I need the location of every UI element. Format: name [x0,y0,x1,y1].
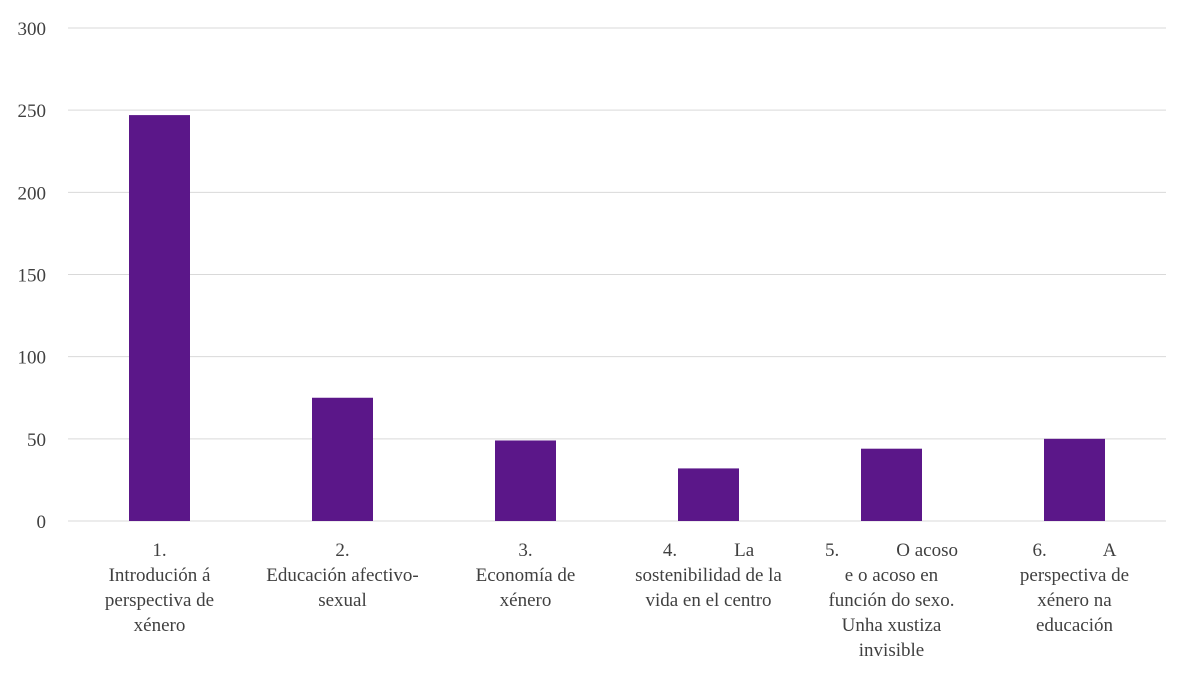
y-tick-label: 100 [18,348,47,369]
bar [495,440,556,521]
x-tick-label: 1. [152,540,166,561]
bar [678,468,739,521]
x-tick-label: Educación afectivo- [266,565,418,586]
x-tick-label: xénero na [1037,590,1112,611]
bar [1044,438,1105,521]
y-tick-label: 0 [37,512,47,533]
x-tick-label: perspectiva de [105,590,214,611]
x-tick-label: Introdución á [109,565,211,586]
bars [129,115,1105,521]
y-tick-label: 200 [18,183,47,204]
x-tick-label: sostenibilidad de la [635,565,782,586]
gridlines [68,27,1166,522]
y-tick-label: 50 [27,430,46,451]
x-tick-label: xénero [134,615,186,636]
x-tick-label: vida en el centro [645,590,771,611]
y-axis: 0 50 100 150 200 250 300 [18,19,47,533]
y-tick-label: 250 [18,101,47,122]
x-tick-label: 6. A [1033,540,1117,561]
bar [312,397,373,521]
x-tick-label: invisible [859,640,924,661]
x-tick-label: 4. La [663,540,755,561]
bar [861,448,922,521]
y-tick-label: 300 [18,19,47,40]
x-tick-label: xénero [500,590,552,611]
x-tick-label: perspectiva de [1020,565,1129,586]
x-tick-label: sexual [318,590,367,611]
bar [129,115,190,521]
x-axis: 1. Introdución á perspectiva de xénero 2. Edu… [105,540,1129,661]
y-tick-label: 150 [18,266,47,287]
x-tick-label: 2. [335,540,349,561]
x-tick-label: educación [1036,615,1114,636]
x-tick-label: e o acoso en [845,565,939,586]
x-tick-label: función do sexo. [828,590,954,611]
x-tick-label: Unha xustiza [842,615,942,636]
x-tick-label: 3. [518,540,532,561]
x-tick-label: Economía de [476,565,576,586]
x-tick-label: 5. O acoso [825,540,958,561]
